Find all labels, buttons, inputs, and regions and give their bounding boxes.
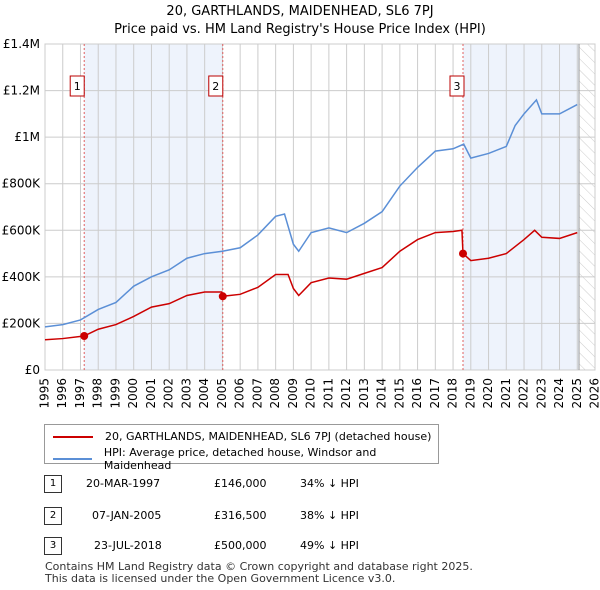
y-tick-label: £400K	[2, 270, 42, 284]
chart-subtitle: Price paid vs. HM Land Registry's House …	[114, 22, 486, 37]
sale-date: 23-JUL-2018	[94, 539, 162, 552]
x-tick-label: 2012	[339, 378, 353, 409]
x-tick-label: 2005	[215, 378, 229, 409]
legend-label-hpi: HPI: Average price, detached house, Wind…	[103, 446, 377, 472]
x-tick-label: 2002	[162, 378, 176, 409]
hpi-line	[44, 98, 578, 328]
x-tick-label: 2006	[233, 378, 247, 409]
x-tick-label: 2009	[286, 378, 300, 409]
sale-hpi-diff: 34% ↓ HPI	[300, 477, 359, 490]
chart-title: 20, GARTHLANDS, MAIDENHEAD, SL6 7PJ	[166, 4, 434, 19]
y-tick-label: £0	[25, 363, 40, 377]
sale-number: 3	[44, 537, 62, 555]
x-tick-label: 2019	[463, 378, 477, 409]
sale-label-box	[69, 75, 85, 97]
x-tick-label: 2004	[197, 378, 211, 409]
y-tick-label: £200K	[2, 316, 42, 330]
plot-border	[44, 43, 596, 371]
x-tick-label: 2021	[499, 378, 513, 409]
x-tick-label: 1998	[91, 378, 105, 409]
x-tick-label: 2014	[375, 378, 389, 409]
legend-item-hpi: HPI: Average price, detached house, Wind…	[53, 446, 438, 472]
x-tick-label: 2003	[179, 378, 193, 409]
x-tick-label: 2011	[321, 378, 335, 409]
x-tick-label: 2023	[534, 378, 548, 409]
sale-date: 20-MAR-1997	[86, 477, 161, 490]
x-tick-label: 2015	[392, 378, 406, 409]
x-tick-label: 2007	[250, 378, 264, 409]
y-tick-label: £800K	[2, 177, 42, 191]
sale-label: 3	[454, 80, 461, 93]
x-tick-label: 2018	[446, 378, 460, 409]
sale-label-box	[449, 75, 465, 97]
property-price-line	[44, 229, 578, 341]
x-tick-label: 2001	[144, 378, 158, 409]
x-tick-label: 2016	[410, 378, 424, 409]
y-tick-label: £1M	[14, 130, 40, 144]
sale-price: £146,000	[214, 477, 267, 490]
x-tick-label: 2010	[304, 378, 318, 409]
price-chart: 1995 1996 1997 1998 1999 2000 2001 2002 2003 2004…	[2, 37, 600, 409]
sale-point	[459, 249, 467, 258]
sale-hpi-diff: 49% ↓ HPI	[300, 539, 359, 552]
x-tick-label: 2022	[517, 378, 531, 409]
sale-label: 2	[212, 80, 219, 93]
x-tick-label: 1996	[55, 378, 69, 409]
y-tick-label: £600K	[2, 223, 42, 237]
x-tick-label: 1995	[38, 378, 52, 409]
sale-price: £316,500	[214, 509, 267, 522]
shaded-period	[463, 44, 580, 370]
footer-copyright: Contains HM Land Registry data © Crown c…	[45, 560, 473, 573]
sale-number: 1	[44, 475, 62, 493]
sale-label-box	[208, 75, 224, 97]
x-tick-label: 1999	[108, 378, 122, 409]
footer-license: This data is licensed under the Open Gov…	[45, 572, 396, 585]
x-tick-label: 1997	[73, 378, 87, 409]
sale-price: £500,000	[214, 539, 267, 552]
sale-number: 2	[44, 507, 62, 525]
legend-item-property: 20, GARTHLANDS, MAIDENHEAD, SL6 7PJ (det…	[53, 430, 431, 443]
x-tick-label: 2017	[428, 378, 442, 409]
x-tick-label: 2008	[268, 378, 282, 409]
y-tick-label: £1.4M	[3, 37, 40, 51]
legend-label-property: 20, GARTHLANDS, MAIDENHEAD, SL6 7PJ (det…	[105, 430, 432, 443]
legend: 20, GARTHLANDS, MAIDENHEAD, SL6 7PJ (det…	[44, 424, 439, 472]
y-tick-label: £1.2M	[3, 84, 40, 98]
sale-hpi-diff: 38% ↓ HPI	[300, 509, 359, 522]
x-tick-label: 2025	[570, 378, 584, 409]
shaded-period	[84, 44, 223, 370]
x-tick-label: 2024	[552, 378, 566, 409]
sale-label: 1	[74, 80, 81, 93]
sale-point	[80, 332, 89, 341]
sale-point	[218, 292, 227, 301]
x-tick-label: 2026	[588, 378, 600, 409]
x-tick-label: 2020	[481, 378, 495, 409]
forecast-hatch	[579, 44, 595, 370]
x-tick-label: 2013	[357, 378, 371, 409]
sale-date: 07-JAN-2005	[92, 509, 162, 522]
x-tick-label: 2000	[126, 378, 140, 409]
